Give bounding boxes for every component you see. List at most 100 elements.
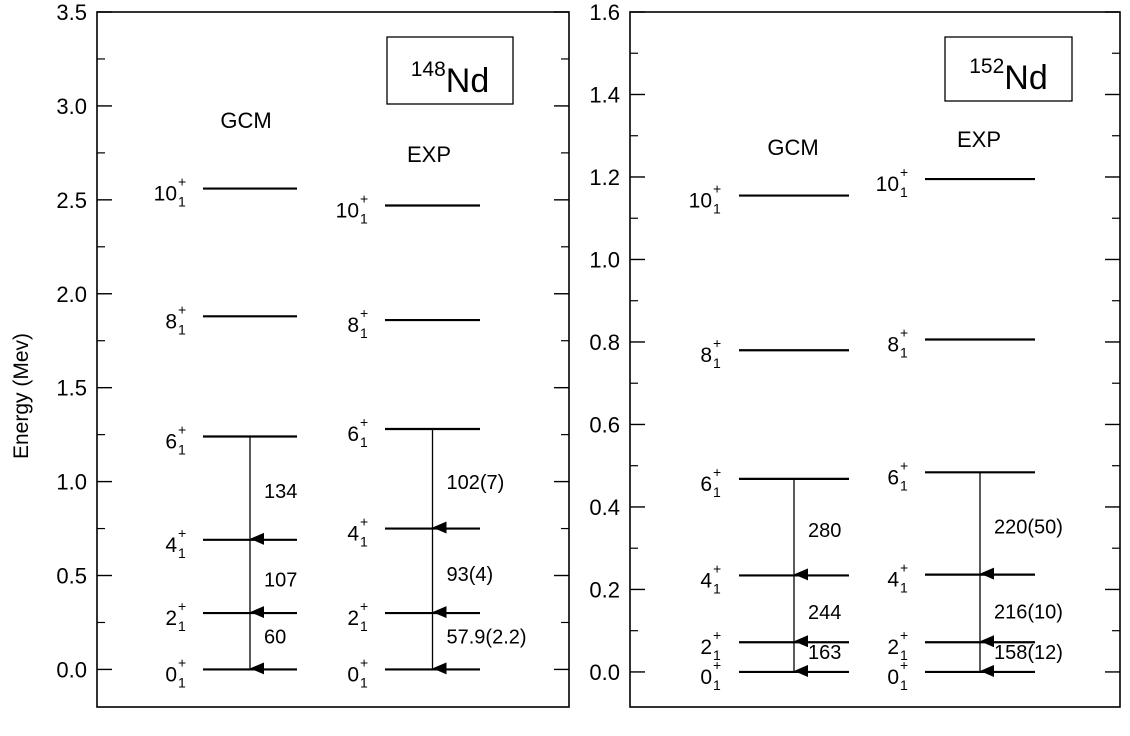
level-spin-label: 10 xyxy=(876,173,899,196)
level-index: 1 xyxy=(360,534,368,550)
nucleus-box xyxy=(386,36,514,105)
level-index: 1 xyxy=(900,647,908,663)
level-index: 1 xyxy=(360,325,368,341)
panel-frame xyxy=(629,11,1121,708)
level-parity: + xyxy=(900,627,908,643)
level-spin-label: 6 xyxy=(165,431,177,454)
level-spin-label: 2 xyxy=(347,607,359,630)
y-tick-label: 1.2 xyxy=(589,165,620,190)
level-index: 1 xyxy=(900,677,908,693)
y-tick-label: 1.0 xyxy=(589,247,620,272)
level-parity: + xyxy=(360,654,368,670)
level-index: 1 xyxy=(178,674,186,690)
transition-value: 158(12) xyxy=(994,642,1063,664)
column-exp: EXP0+12+14+16+18+110+1220(50)216(10)158(… xyxy=(876,127,1063,693)
y-tick-label: 0.2 xyxy=(589,577,620,602)
level-spin-label: 2 xyxy=(165,607,177,630)
level-parity: + xyxy=(178,525,186,541)
level-index: 1 xyxy=(713,677,721,693)
transition-value: 107 xyxy=(264,569,297,591)
level-parity: + xyxy=(178,174,186,190)
level-index: 1 xyxy=(178,194,186,210)
level-parity: + xyxy=(360,414,368,430)
panel-148Nd: 0.00.51.01.52.02.53.03.5148NdGCM0+12+14+… xyxy=(56,0,570,708)
level-parity: + xyxy=(713,335,721,351)
level-spin-label: 8 xyxy=(165,310,177,333)
y-tick-label: 0.0 xyxy=(589,660,620,685)
column-title: EXP xyxy=(957,127,1001,152)
level-spin-label: 10 xyxy=(689,190,712,213)
level-index: 1 xyxy=(713,201,721,217)
level-parity: + xyxy=(178,301,186,317)
transition-value: 134 xyxy=(264,481,297,503)
level-parity: + xyxy=(900,324,908,340)
level-index: 1 xyxy=(713,484,721,500)
y-tick-label: 1.4 xyxy=(589,82,620,107)
level-spin-label: 2 xyxy=(887,636,899,659)
nucleus-label: 148Nd xyxy=(411,58,490,100)
y-tick-label: 1.6 xyxy=(589,0,620,25)
level-index: 1 xyxy=(900,580,908,596)
column-title: EXP xyxy=(407,142,451,167)
transition-value: 244 xyxy=(808,602,841,624)
level-spin-label: 4 xyxy=(700,569,712,592)
level-spin-label: 4 xyxy=(165,534,177,557)
level-spin-label: 10 xyxy=(154,183,177,206)
level-parity: + xyxy=(360,305,368,321)
y-tick-label: 3.5 xyxy=(56,0,87,25)
level-index: 1 xyxy=(178,321,186,337)
level-index: 1 xyxy=(900,477,908,493)
level-index: 1 xyxy=(360,434,368,450)
transition-value: 220(50) xyxy=(994,516,1063,538)
level-spin-label: 6 xyxy=(347,423,359,446)
y-tick-label: 0.5 xyxy=(56,564,87,589)
level-index: 1 xyxy=(360,618,368,634)
level-parity: + xyxy=(178,654,186,670)
panel-152Nd: 0.00.20.40.60.81.01.21.41.6152NdGCM0+12+… xyxy=(589,0,1121,708)
y-tick-label: 2.5 xyxy=(56,188,87,213)
level-parity: + xyxy=(713,657,721,673)
level-index: 1 xyxy=(178,545,186,561)
level-parity: + xyxy=(900,657,908,673)
level-parity: + xyxy=(713,560,721,576)
level-parity: + xyxy=(713,464,721,480)
level-spin-label: 10 xyxy=(336,199,359,222)
level-index: 1 xyxy=(178,618,186,634)
level-parity: + xyxy=(900,164,908,180)
level-spin-label: 6 xyxy=(700,473,712,496)
level-spin-label: 8 xyxy=(347,314,359,337)
level-spin-label: 8 xyxy=(887,333,899,356)
level-index: 1 xyxy=(713,580,721,596)
y-tick-label: 0.0 xyxy=(56,657,87,682)
y-tick-label: 0.4 xyxy=(589,495,620,520)
level-spin-label: 0 xyxy=(887,666,899,689)
transition-value: 93(4) xyxy=(447,564,494,586)
level-parity: + xyxy=(900,560,908,576)
level-index: 1 xyxy=(178,442,186,458)
level-parity: + xyxy=(900,457,908,473)
level-spin-label: 8 xyxy=(700,344,712,367)
transition-value: 57.9(2.2) xyxy=(447,626,527,648)
level-index: 1 xyxy=(360,674,368,690)
y-tick-label: 3.0 xyxy=(56,94,87,119)
level-spin-label: 2 xyxy=(700,636,712,659)
transition-value: 163 xyxy=(808,642,841,664)
level-index: 1 xyxy=(713,355,721,371)
level-parity: + xyxy=(360,190,368,206)
level-spin-label: 0 xyxy=(347,663,359,686)
transition-value: 216(10) xyxy=(994,601,1063,623)
y-axis-title: Energy (Mev) xyxy=(10,333,33,459)
level-index: 1 xyxy=(900,344,908,360)
level-parity: + xyxy=(178,422,186,438)
level-spin-label: 4 xyxy=(347,523,359,546)
level-parity: + xyxy=(178,598,186,614)
level-spin-label: 4 xyxy=(887,569,899,592)
level-spin-label: 6 xyxy=(887,466,899,489)
y-tick-label: 0.6 xyxy=(589,412,620,437)
panels: 0.00.51.01.52.02.53.03.5148NdGCM0+12+14+… xyxy=(56,0,1121,708)
y-tick-label: 1.5 xyxy=(56,376,87,401)
panel-frame xyxy=(96,11,570,708)
y-tick-label: 2.0 xyxy=(56,282,87,307)
